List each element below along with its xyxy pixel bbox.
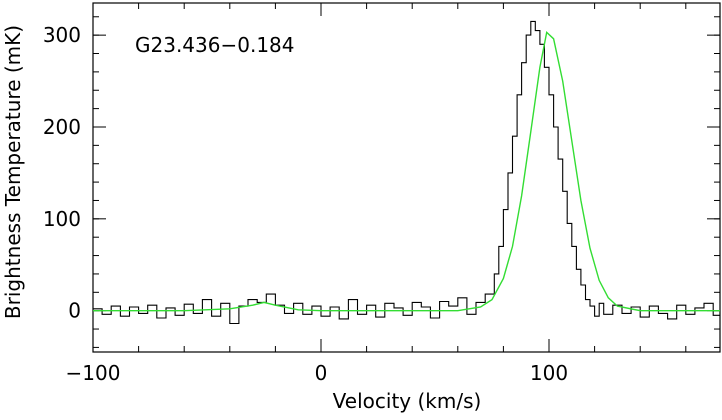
y-tick-label: 300 [43, 23, 81, 47]
spectrum-trace [93, 20, 720, 325]
x-tick-label: 100 [530, 361, 568, 385]
gaussian-fit-line [93, 31, 720, 312]
tick-labels: −100 0 100 0 100 200 300 [43, 23, 568, 385]
y-axis-title: Brightness Temperature (mK) [1, 25, 25, 319]
x-tick-label: 0 [315, 361, 328, 385]
series-layer [93, 20, 720, 325]
plot-border [92, 2, 721, 353]
x-tick-label: −100 [66, 361, 121, 385]
y-tick-label: 200 [43, 115, 81, 139]
plot-frame [92, 2, 721, 353]
y-tick-label: 0 [68, 299, 81, 323]
x-axis-title: Velocity (km/s) [333, 389, 482, 413]
source-annotation: G23.436−0.184 [135, 33, 295, 57]
y-tick-label: 100 [43, 207, 81, 231]
